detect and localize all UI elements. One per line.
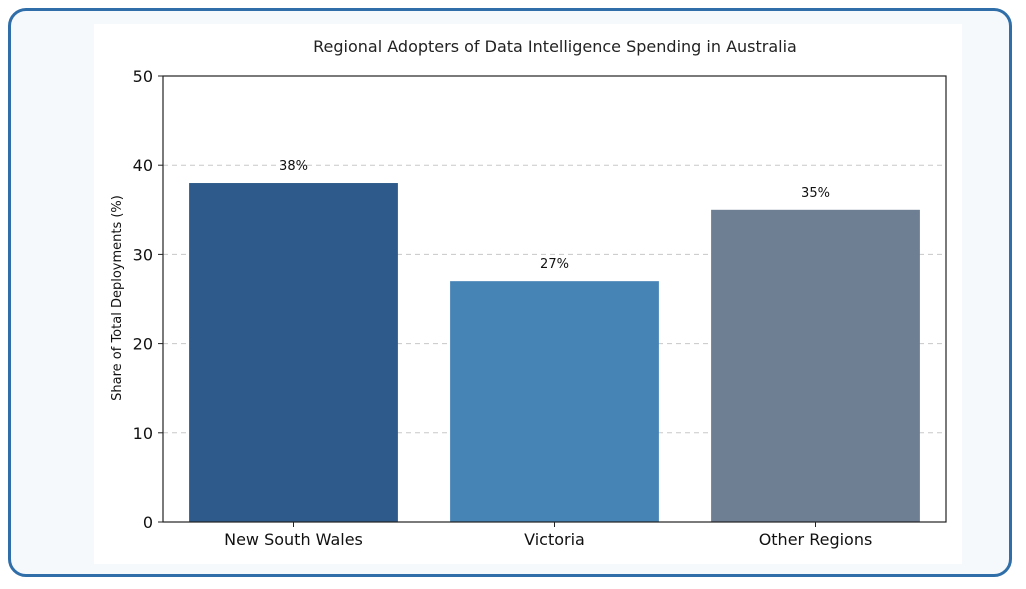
x-tick-label: Victoria xyxy=(524,530,585,549)
data-label: 38% xyxy=(279,159,308,174)
y-tick-label: 0 xyxy=(143,513,153,532)
data-label: 27% xyxy=(540,257,569,272)
y-tick-label: 30 xyxy=(133,245,153,264)
x-tick-label: Other Regions xyxy=(759,530,873,549)
bar-other-regions xyxy=(711,209,920,523)
x-tick-label: New South Wales xyxy=(224,530,363,549)
y-tick-label: 20 xyxy=(133,335,153,354)
y-tick-label: 10 xyxy=(133,424,153,443)
axes: New South Wales Victoria Other Regions 0 10 2… xyxy=(133,67,947,549)
data-label: 35% xyxy=(801,186,830,201)
bar-victoria xyxy=(450,281,659,522)
y-tick-label: 40 xyxy=(133,156,153,175)
bars: 38% 27% 35% xyxy=(189,159,920,523)
y-axis-label: Share of Total Deployments (%) xyxy=(110,195,125,401)
bar-new-south-wales xyxy=(189,183,398,523)
chart-title: Regional Adopters of Data Intelligence S… xyxy=(313,37,797,56)
y-tick-label: 50 xyxy=(133,67,153,86)
plot-frame xyxy=(162,75,947,523)
